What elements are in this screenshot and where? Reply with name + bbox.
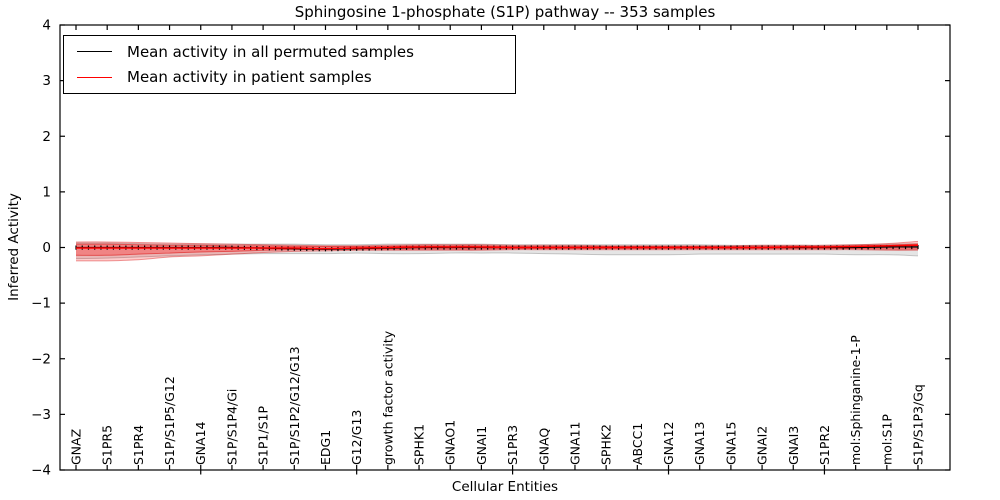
y-tick-label: −3 <box>31 407 51 423</box>
x-tick-label: S1PR4 <box>131 425 146 465</box>
x-tick-label: S1PR5 <box>100 425 115 465</box>
x-tick-label: mol:S1P <box>879 414 894 465</box>
x-tick-label: EDG1 <box>318 430 333 465</box>
legend-label-permuted: Mean activity in all permuted samples <box>127 42 414 61</box>
x-tick-label: S1P/S1P5/G12 <box>162 376 177 465</box>
x-tick-label: GNA12 <box>661 422 676 466</box>
patient-samples-range-upper-edge <box>75 240 919 247</box>
x-tick-label: SPHK2 <box>599 424 614 465</box>
x-tick-label: GNAO1 <box>443 420 458 465</box>
legend-item-permuted: Mean activity in all permuted samples <box>64 43 515 61</box>
x-tick-label: GNAQ <box>536 428 551 465</box>
x-tick-label: GNAI1 <box>474 426 489 465</box>
x-tick-label: S1P1/S1P <box>256 406 271 465</box>
chart-title: Sphingosine 1-phosphate (S1P) pathway --… <box>294 3 716 21</box>
y-tick-label: −4 <box>31 463 51 479</box>
x-tick-label: ABCC1 <box>630 423 645 465</box>
y-tick-label: 0 <box>42 240 51 256</box>
x-tick-label: S1P/S1P4/Gi <box>224 389 239 465</box>
x-tick-label: GNAI2 <box>755 426 770 465</box>
x-tick-label: S1P/S1P2/G12/G13 <box>287 346 302 465</box>
y-tick-label: 2 <box>42 129 51 145</box>
y-tick-label: 1 <box>42 184 51 200</box>
legend-item-patient: Mean activity in patient samples <box>64 68 515 86</box>
permuted-samples-range-lower-edge <box>75 252 919 260</box>
x-tick-label: S1P/S1P3/Gq <box>911 384 926 465</box>
x-tick-label: GNA13 <box>692 422 707 466</box>
x-tick-label: GNAZ <box>69 429 84 465</box>
patient-samples-inner-range-lower-edge <box>75 248 919 256</box>
y-tick-label: 3 <box>42 73 51 89</box>
x-axis-label: Cellular Entities <box>451 479 559 495</box>
permuted-samples-range-upper-edge <box>75 242 919 246</box>
x-tick-label: GNA11 <box>567 422 582 466</box>
x-tick-label: G12/G13 <box>349 410 364 465</box>
x-tick-label: S1PR2 <box>817 425 832 465</box>
patient-mean-line <box>75 244 919 250</box>
legend-label-patient: Mean activity in patient samples <box>127 68 372 87</box>
patient-samples-range-lower-edge <box>75 249 919 262</box>
x-tick-label: GNA15 <box>723 422 738 466</box>
x-tick-label: growth factor activity <box>380 330 395 465</box>
x-tick-label: S1PR3 <box>505 425 520 465</box>
y-tick-label: −2 <box>31 351 51 367</box>
x-tick-label: SPHK1 <box>412 424 427 465</box>
x-tick-label: mol:Sphinganine-1-P <box>848 335 863 465</box>
legend: Mean activity in all permuted samples Me… <box>63 35 516 94</box>
y-tick-label: −1 <box>31 296 51 312</box>
x-tick-label: GNA14 <box>193 421 208 465</box>
x-tick-label: GNAI3 <box>786 426 801 465</box>
patient-samples-inner-range-upper-edge <box>75 243 919 247</box>
legend-line-permuted-icon <box>77 51 112 53</box>
legend-line-patient-icon <box>77 76 112 78</box>
y-tick-label: 4 <box>42 18 51 34</box>
